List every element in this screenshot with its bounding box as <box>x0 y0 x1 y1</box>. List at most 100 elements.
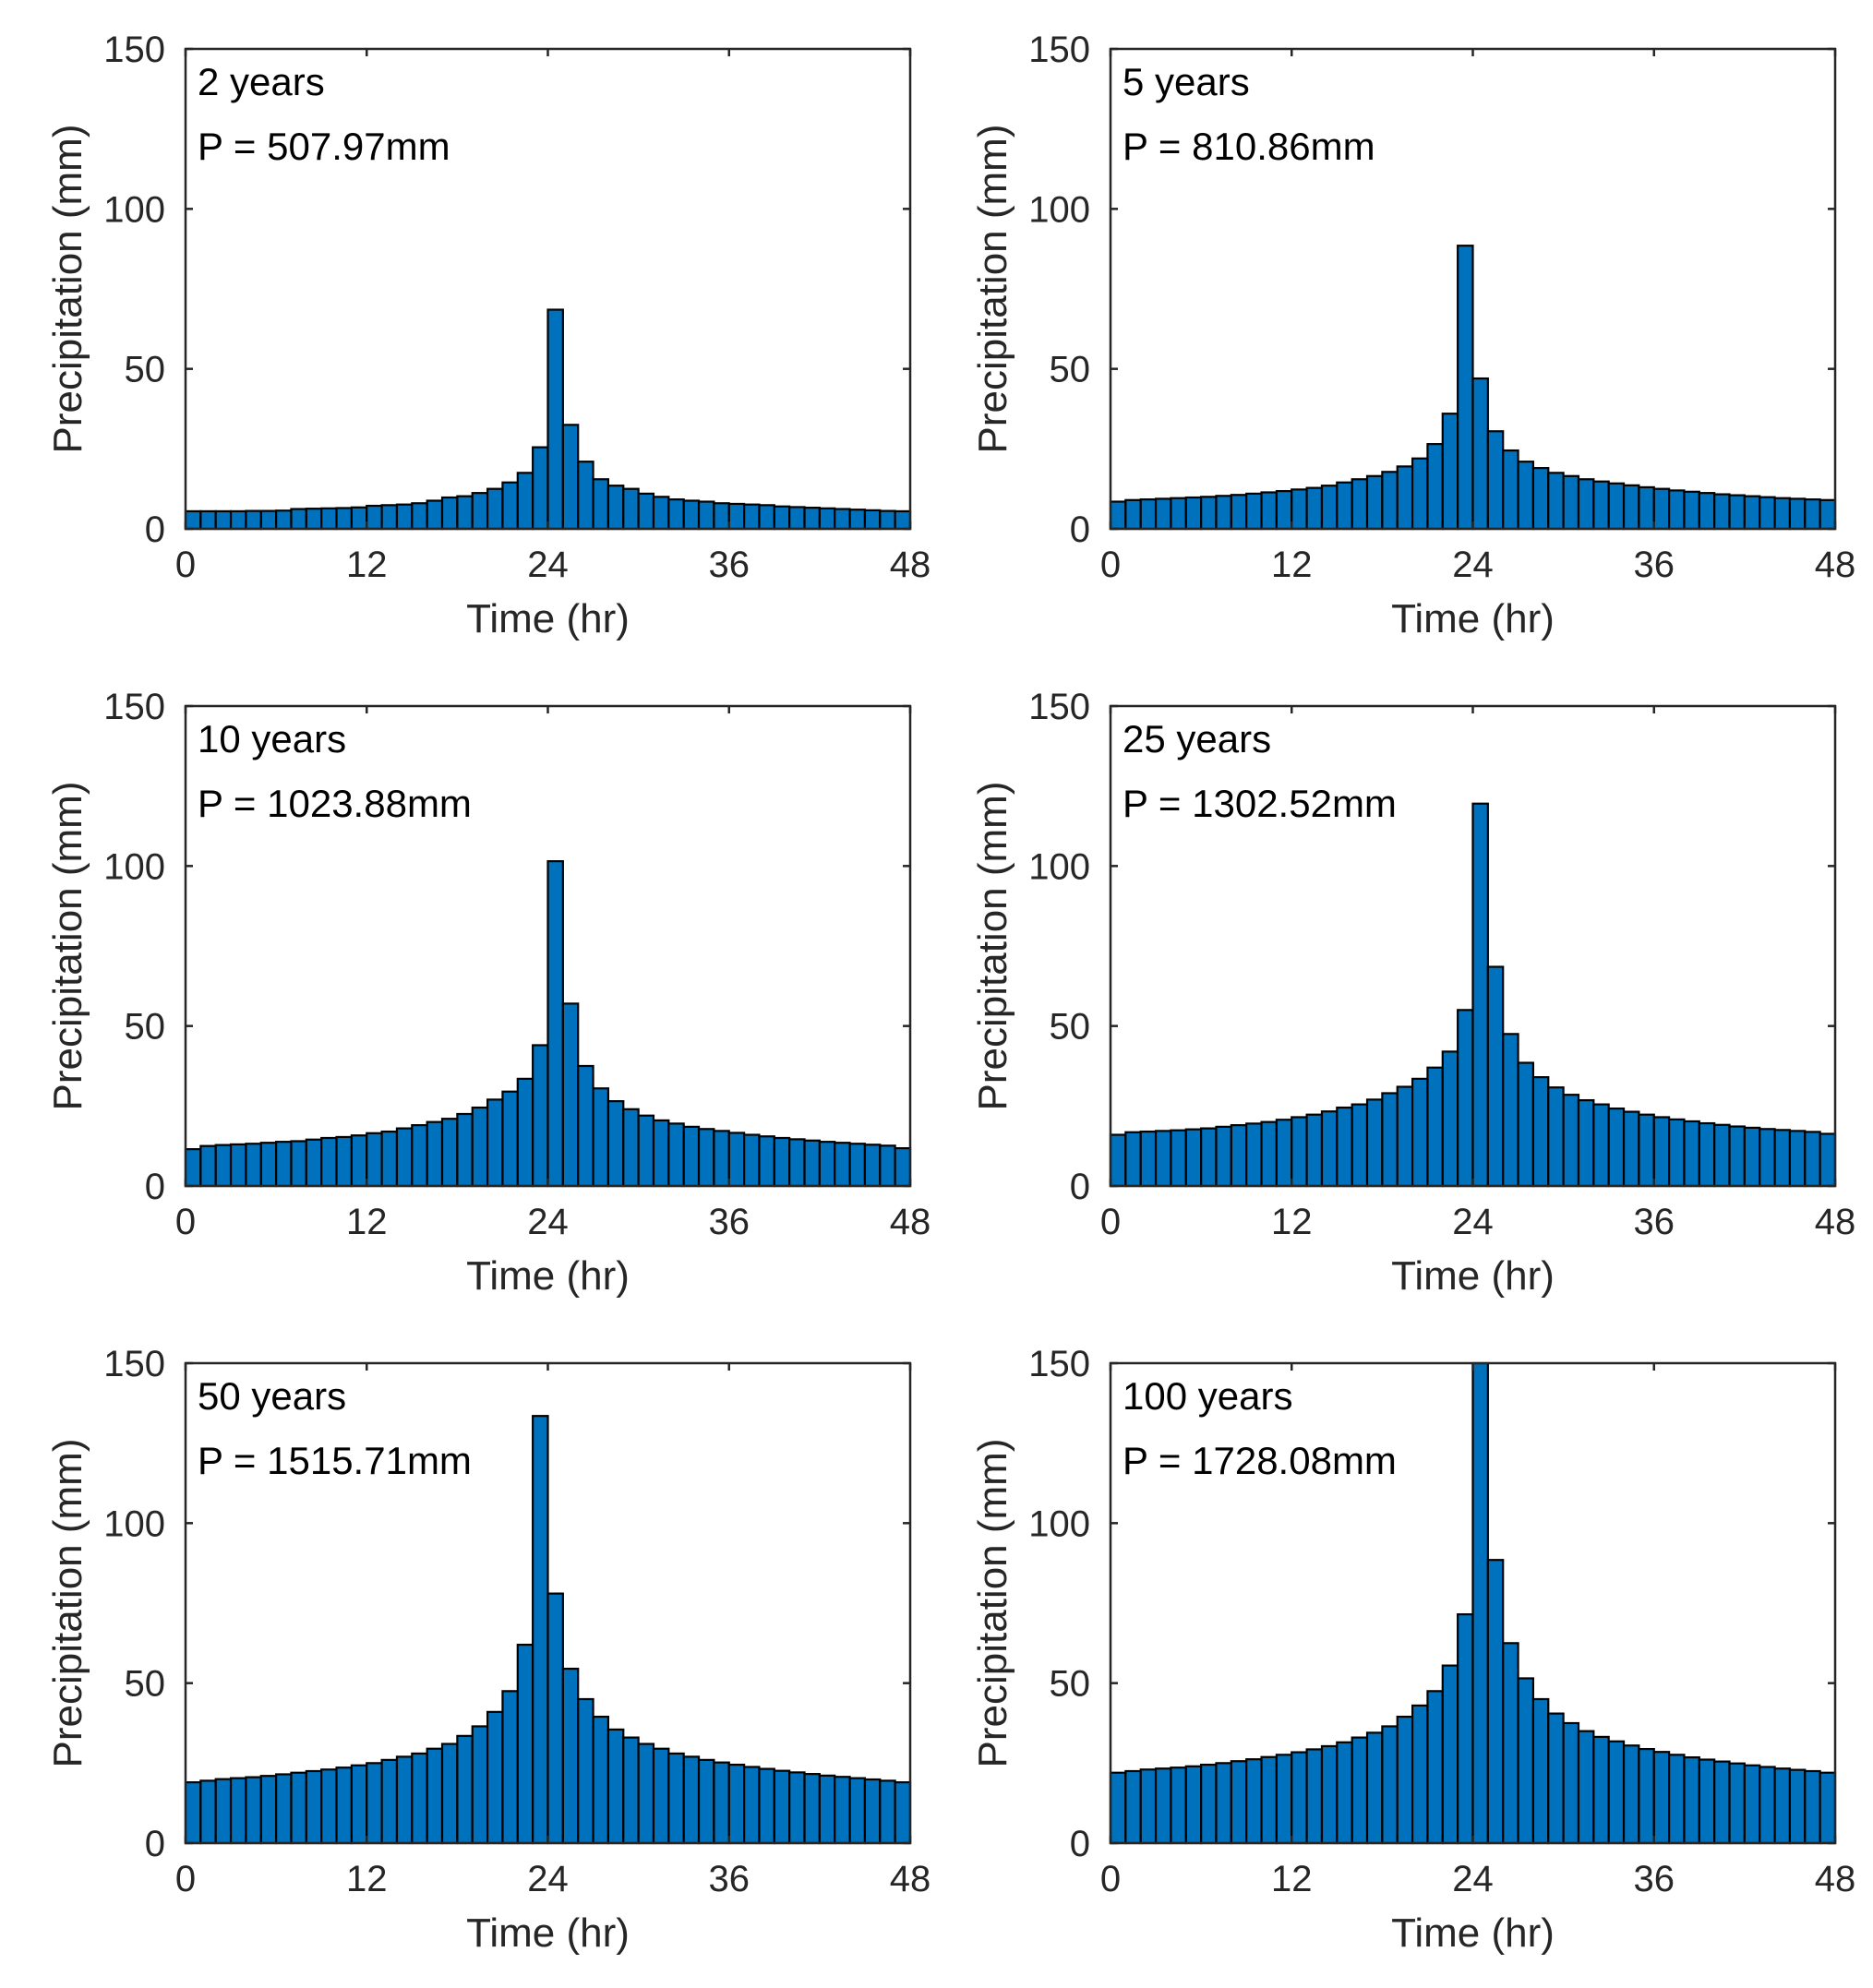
bar <box>1230 494 1248 531</box>
bar <box>879 1779 896 1845</box>
bar <box>1759 496 1776 531</box>
x-tick-label: 12 <box>1271 1859 1313 1899</box>
bar <box>577 461 594 531</box>
x-axis-label: Time (hr) <box>1391 1910 1555 1956</box>
return-period-label: 50 years <box>198 1374 346 1418</box>
bar <box>1291 488 1308 531</box>
bar <box>1471 377 1489 531</box>
x-tick-label: 48 <box>1815 545 1856 585</box>
bar <box>275 1141 293 1188</box>
bar <box>1804 498 1821 531</box>
bar <box>184 1148 202 1188</box>
bar <box>366 1762 383 1845</box>
bar <box>1667 1118 1686 1188</box>
bar <box>350 1764 368 1845</box>
bar <box>184 509 202 531</box>
bar <box>1486 1559 1505 1845</box>
bar <box>1109 500 1127 531</box>
bar <box>245 1776 262 1845</box>
bar <box>1365 474 1384 531</box>
bar <box>1381 1092 1399 1188</box>
y-tick-label: 50 <box>1050 1664 1091 1705</box>
chart-panel-5-years: 0 12 24 36 48 0 50 100 150 Time (hr) Precipitation… <box>970 30 1855 641</box>
bar <box>742 1766 761 1845</box>
bar <box>471 492 489 531</box>
bar <box>532 1415 549 1845</box>
bar <box>1471 802 1489 1188</box>
bar <box>546 1592 564 1845</box>
bar <box>1728 494 1746 531</box>
bar <box>1622 1744 1640 1845</box>
bar <box>501 1690 519 1845</box>
y-axis-label: Precipitation (mm) <box>45 125 90 454</box>
bar <box>773 1136 791 1188</box>
total-precipitation-label: P = 507.97mm <box>198 125 450 168</box>
bar <box>1622 484 1640 531</box>
bar <box>411 1752 428 1845</box>
bar <box>1819 498 1837 531</box>
bar <box>1457 1613 1474 1845</box>
x-tick-label: 24 <box>527 545 569 585</box>
bar <box>1607 1108 1626 1188</box>
bar <box>1215 495 1232 531</box>
bar <box>1683 490 1700 531</box>
bar <box>486 487 504 531</box>
bar <box>1260 491 1278 531</box>
bar <box>1215 1125 1232 1188</box>
x-tick-label: 48 <box>1815 1859 1856 1899</box>
bar <box>577 1064 594 1188</box>
return-period-label: 10 years <box>198 717 346 760</box>
bar <box>1260 1120 1278 1188</box>
y-tick-label: 50 <box>125 1664 166 1705</box>
bar <box>426 499 444 531</box>
bar <box>245 509 262 531</box>
bar <box>894 1781 912 1845</box>
bar <box>682 499 701 531</box>
x-tick-label: 48 <box>890 1202 931 1242</box>
bar <box>320 1768 338 1845</box>
chart-panel-2-years: 0 12 24 36 48 0 50 100 150 Time (hr) Precipitation… <box>45 30 930 641</box>
bar <box>1320 485 1339 531</box>
bar <box>1139 498 1158 531</box>
bar <box>713 1130 730 1188</box>
bar <box>1547 472 1565 531</box>
bar <box>471 1725 489 1845</box>
bar <box>1411 457 1429 531</box>
bar <box>516 1643 534 1845</box>
bar <box>1652 487 1671 531</box>
bar <box>1743 1126 1761 1188</box>
bar <box>1638 485 1655 531</box>
bar <box>592 1087 610 1188</box>
bar <box>366 504 383 531</box>
bar <box>1305 1113 1324 1188</box>
bar <box>1184 1765 1203 1845</box>
x-tick-label: 0 <box>175 545 196 585</box>
bar <box>561 1002 580 1188</box>
bar <box>1607 1740 1626 1845</box>
bar <box>471 1106 489 1188</box>
bar <box>501 1090 519 1188</box>
bar <box>1819 1132 1837 1188</box>
bar <box>727 1132 746 1188</box>
x-axis-label: Time (hr) <box>1391 596 1555 641</box>
bar <box>380 504 399 531</box>
bar <box>1245 1122 1263 1188</box>
bar <box>1336 481 1353 531</box>
bar <box>1457 1009 1474 1188</box>
y-tick-label: 100 <box>1028 846 1090 887</box>
bar <box>697 1128 715 1188</box>
x-tick-label: 24 <box>1452 1859 1494 1899</box>
bar <box>275 1773 293 1845</box>
bar <box>1788 1130 1807 1188</box>
bar <box>395 1127 414 1188</box>
bar <box>1109 1133 1127 1188</box>
bar <box>395 503 414 531</box>
bar <box>305 1138 323 1188</box>
x-tick-label: 48 <box>890 1859 931 1899</box>
bar <box>1667 489 1686 531</box>
bar <box>335 1135 353 1188</box>
bar <box>713 1761 730 1845</box>
bar <box>1773 1129 1792 1188</box>
bar <box>290 1140 307 1188</box>
y-tick-label: 0 <box>145 509 165 550</box>
